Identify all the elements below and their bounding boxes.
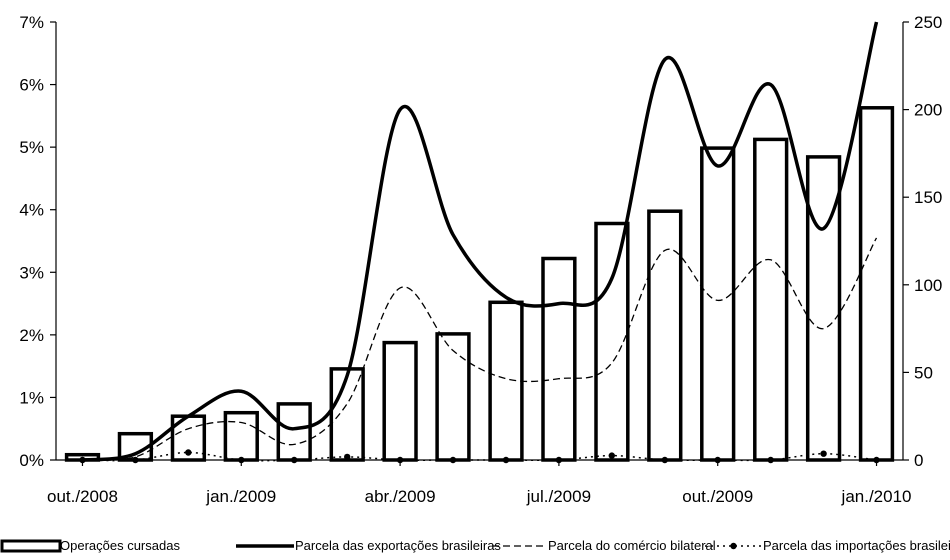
y-left-tick-label: 6% [19,76,44,95]
marker-dez--2008 [185,449,192,456]
x-tick-label: abr./2009 [365,487,436,506]
axes-layer: 0% 1% 2% 3% 4% 5% 6% 7% 0 50 100 150 200 250 out./2008… [19,13,942,506]
bar-nov--2009 [753,137,789,462]
legend-label: Parcela do comércio bilateral [548,538,716,553]
bar-jun--2009 [488,300,524,462]
y-right-tick-label: 200 [914,101,942,120]
x-tick-label: jul./2009 [526,487,591,506]
y-right-tick-label: 100 [914,276,942,295]
bar-fev--2009 [276,402,312,462]
bar-ago--2009 [594,221,630,462]
marker-mar--2009 [344,453,351,461]
legend-swatch-marker [730,542,737,550]
y-left-tick-label: 2% [19,326,44,345]
bar-mai--2009 [435,332,471,462]
bars-layer [64,106,895,462]
y-left-tick-label: 7% [19,13,44,32]
y-right-tick-label: 250 [914,13,942,32]
series-line-3 [82,451,877,462]
marker-dez--2009 [820,450,827,457]
bar-jan--2010 [858,106,895,462]
legend: Operações cursadas Parcela das exportaçõe… [0,538,950,553]
y-left-tick-label: 1% [19,388,44,407]
x-tick-label: jan./2010 [841,487,912,506]
bar-out--2009 [700,146,736,462]
legend-swatch-bar [0,539,62,553]
bar-jan--2009 [223,410,259,462]
x-tick-label: out./2008 [47,487,118,506]
y-left-tick-label: 4% [19,201,44,220]
bar-mar--2009 [329,367,365,462]
series-line-2 [82,237,878,461]
y-right-tick-label: 150 [914,188,942,207]
bar-set--2009 [647,209,683,462]
x-tick-label: out./2009 [682,487,753,506]
legend-label: Parcela das exportações brasileiras [295,538,501,553]
marker-ago--2009 [608,452,615,459]
x-tick-label: jan./2009 [205,487,276,506]
y-left-tick-label: 3% [19,263,44,282]
bar-jul--2009 [541,256,577,462]
y-left-tick-label: 0% [19,451,44,470]
y-left-tick-label: 5% [19,138,44,157]
series-line-1 [82,21,879,462]
bar-abr--2009 [382,340,418,462]
legend-label: Operações cursadas [60,538,180,553]
lines-layer [79,21,880,464]
legend-label: Parcela das importações brasileiras [763,538,950,553]
y-right-tick-label: 50 [914,363,933,382]
y-right-tick-label: 0 [914,451,923,470]
